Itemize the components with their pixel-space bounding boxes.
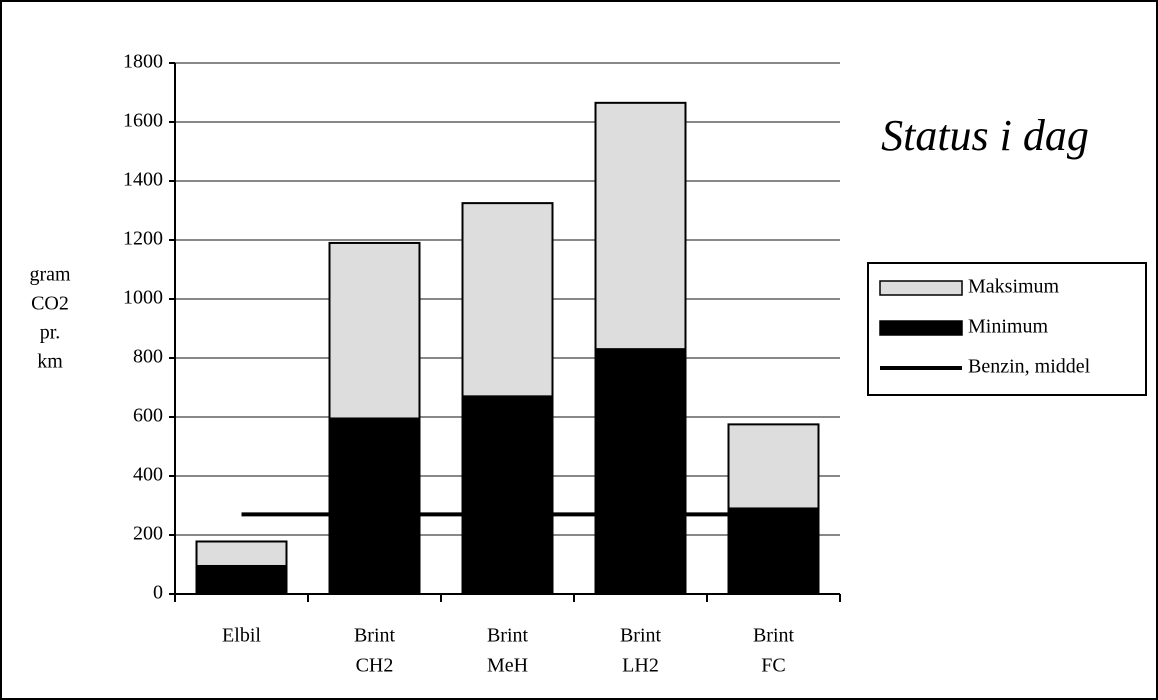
x-tick-label: Brint — [620, 625, 662, 647]
y-tick-label: 1000 — [123, 287, 163, 309]
bar-segment — [328, 241, 421, 420]
bar-segment — [594, 348, 687, 595]
x-tick-label: CH2 — [356, 655, 394, 677]
legend-swatch — [879, 280, 963, 296]
bar-segment — [727, 507, 820, 596]
x-tick-label: LH2 — [622, 655, 659, 677]
legend-label: Maksimum — [968, 276, 1060, 298]
bar-segment — [461, 395, 554, 595]
y-tick-label: 1400 — [123, 169, 163, 191]
x-tick-label: Brint — [487, 625, 529, 647]
x-tick-label: Brint — [753, 625, 795, 647]
y-tick-label: 600 — [133, 405, 163, 427]
bar-segment — [195, 564, 288, 595]
x-tick-label: MeH — [487, 655, 528, 677]
y-tick-label: 800 — [133, 346, 163, 368]
bar-segment — [594, 101, 687, 351]
y-axis-label: km — [37, 351, 63, 373]
y-tick-label: 1800 — [123, 51, 163, 73]
legend-label: Minimum — [968, 316, 1048, 338]
y-axis-label: pr. — [40, 322, 61, 344]
chart-title: Status i dag — [881, 111, 1089, 160]
bar-segment — [195, 540, 288, 567]
bar-segment — [328, 417, 421, 595]
y-tick-label: 1600 — [123, 110, 163, 132]
y-axis-label: CO2 — [31, 293, 69, 315]
y-tick-label: 200 — [133, 523, 163, 545]
bar-segment — [727, 423, 820, 510]
y-tick-label: 400 — [133, 464, 163, 486]
legend-label: Benzin, middel — [968, 356, 1091, 378]
bar-segment — [461, 202, 554, 398]
y-tick-label: 1200 — [123, 228, 163, 250]
y-tick-label: 0 — [153, 582, 163, 604]
x-tick-label: Elbil — [222, 625, 261, 647]
y-axis-label: gram — [29, 264, 71, 286]
x-tick-label: FC — [761, 655, 785, 677]
legend-swatch — [879, 320, 963, 336]
x-tick-label: Brint — [354, 625, 396, 647]
